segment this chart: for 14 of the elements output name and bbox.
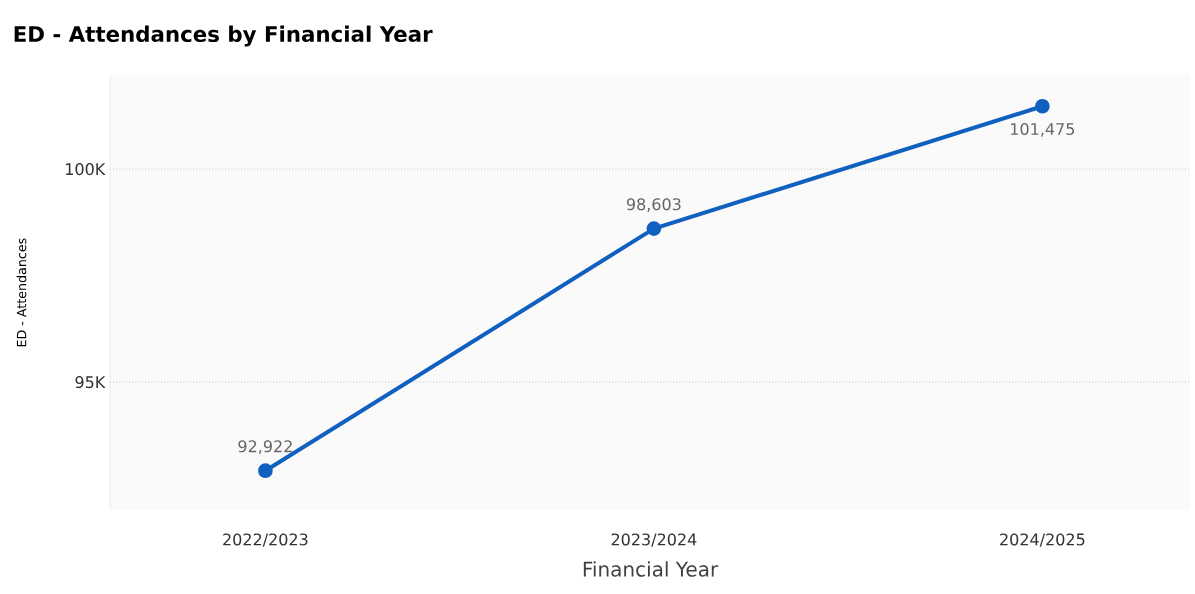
point (1035, 98, 1050, 114)
data-label: 92,922 (238, 440, 292, 454)
point (258, 463, 273, 479)
y-axis-title: ED - Attendances (16, 238, 27, 347)
x-tick-label: 2024/2025 (1000, 533, 1085, 547)
chart-title: ED - Attendances by Financial Year (14, 25, 433, 47)
data-label: 101,475 (1011, 122, 1075, 137)
data-label: 98,603 (626, 198, 681, 212)
x-tick-label: 2022/2023 (223, 533, 308, 547)
y-tick-label: 95K (75, 376, 106, 389)
point (646, 221, 662, 236)
x-axis-title: Financial Year (583, 561, 719, 577)
x-tick-label: 2023/2024 (611, 533, 697, 547)
y-tick-label: 100K (66, 163, 106, 176)
